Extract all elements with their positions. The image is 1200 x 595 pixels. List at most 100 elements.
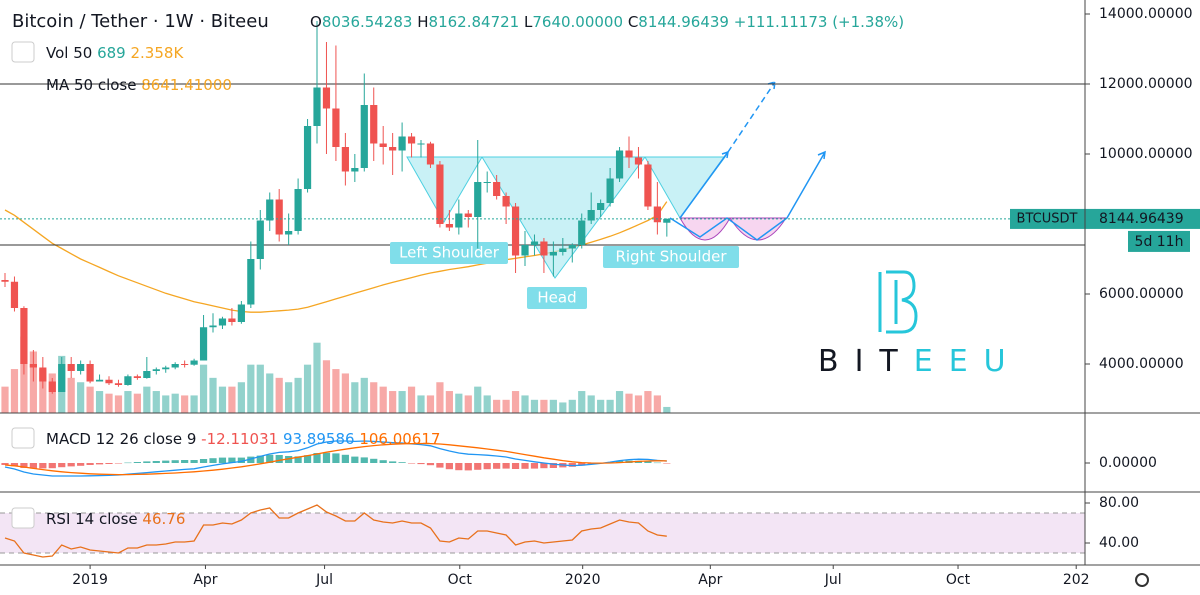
candle-body — [77, 364, 85, 371]
candle-body — [124, 376, 132, 385]
macd-line — [4, 442, 667, 476]
macd-histogram-bar — [511, 463, 520, 469]
x-tick-label: 202 — [1063, 572, 1090, 588]
candle-body — [644, 164, 652, 207]
candle-body — [313, 87, 321, 126]
macd-histogram-bar — [322, 452, 331, 463]
volume-bar — [644, 391, 652, 413]
y-tick-label: 6000.00000 — [1099, 286, 1184, 302]
volume-bar — [133, 393, 141, 413]
volume-bar — [417, 395, 425, 413]
volume-bar — [407, 386, 416, 413]
volume-bar — [493, 399, 501, 413]
volume-bar — [606, 399, 614, 413]
candle-body — [29, 364, 37, 368]
symbol-tag-box — [1010, 208, 1085, 229]
macd-histogram-bar — [578, 463, 586, 466]
volume-bar — [455, 393, 463, 413]
candle-body — [407, 136, 416, 144]
x-tick-label: 2019 — [72, 572, 108, 588]
volume-bar — [228, 386, 236, 413]
volume-bar — [483, 395, 491, 413]
volume-bar — [653, 395, 661, 413]
candle-body — [483, 182, 491, 183]
candle-body — [521, 245, 529, 256]
candle-body — [502, 196, 510, 207]
volume-bar — [379, 386, 387, 413]
eye-toggle[interactable] — [11, 41, 35, 63]
macd-histogram-bar — [455, 463, 463, 471]
candle-body — [332, 108, 340, 147]
volume-bar — [360, 377, 368, 413]
macd-histogram-bar — [379, 460, 387, 463]
volume-bar — [114, 395, 123, 413]
volume-bar — [162, 395, 170, 413]
candle-body — [634, 157, 643, 165]
volume-bar — [294, 377, 302, 413]
volume-bar — [615, 391, 624, 413]
volume-bar — [237, 382, 245, 413]
macd-histogram-bar — [58, 463, 66, 468]
candle-body — [615, 150, 624, 179]
annotation-box — [603, 246, 739, 268]
macd-histogram-bar — [407, 463, 416, 464]
annotation: Left Shoulder — [399, 244, 500, 262]
volume-bar — [86, 386, 94, 413]
candle-body — [530, 241, 539, 245]
candle-body — [86, 364, 94, 382]
macd-histogram-bar — [417, 463, 425, 465]
candle-body — [105, 379, 113, 384]
macd-histogram-bar — [143, 461, 151, 463]
volume-bar — [143, 386, 151, 413]
ma-legend: MA 50 close 8641.41000 — [46, 76, 232, 94]
volume-bar — [266, 373, 274, 413]
candle-body — [199, 327, 208, 361]
candle-body — [389, 147, 397, 151]
candle-body — [266, 199, 274, 221]
candle-body — [426, 143, 435, 165]
rsi-band — [0, 513, 1085, 553]
settings-button[interactable] — [1135, 573, 1149, 587]
volume-bar — [549, 399, 557, 413]
macd-histogram-bar — [303, 455, 312, 463]
volume-bar — [1, 386, 9, 413]
macd-histogram-bar — [360, 457, 368, 463]
volume-bar — [341, 373, 349, 413]
candle-body — [303, 126, 312, 189]
annotation: Right Shoulder — [615, 248, 727, 266]
candle-body — [256, 220, 264, 259]
macd-histogram-bar — [502, 463, 510, 469]
macd-histogram-bar — [77, 463, 85, 466]
volume-bar — [511, 391, 520, 413]
macd-histogram-bar — [285, 456, 293, 463]
y-tick-label: 0.00000 — [1099, 455, 1157, 471]
candle-body — [237, 304, 245, 322]
eye-toggle[interactable] — [11, 427, 35, 449]
volume-bar — [95, 391, 104, 413]
candle-body — [351, 168, 359, 172]
volume-bar — [474, 386, 482, 413]
candle-body — [464, 213, 472, 217]
annotation-box — [527, 287, 587, 309]
volume-bar — [105, 393, 113, 413]
x-tick-label: Oct — [946, 572, 971, 588]
candle-body — [417, 143, 425, 145]
macd-histogram-bar — [105, 463, 113, 464]
macd-histogram-bar — [95, 463, 104, 465]
candle-body — [587, 210, 595, 221]
macd-histogram-bar — [351, 456, 359, 463]
y-tick-label: 10000.00000 — [1099, 146, 1193, 162]
candle-body — [133, 376, 141, 378]
macd-histogram-bar — [218, 457, 227, 463]
y-tick-label: 12000.00000 — [1099, 76, 1193, 92]
front-layer: 4000.000006000.000008000.0000010000.0000… — [0, 6, 1200, 588]
macd-histogram-bar — [464, 463, 472, 471]
volume-bar — [625, 393, 633, 413]
x-tick-label: Jul — [824, 572, 842, 588]
eye-toggle[interactable] — [11, 507, 35, 529]
macd-histogram-bar — [644, 461, 652, 463]
macd-histogram-bar — [20, 463, 28, 468]
arrow — [727, 80, 776, 153]
volume-bar — [67, 377, 75, 413]
macd-histogram-bar — [181, 460, 189, 463]
